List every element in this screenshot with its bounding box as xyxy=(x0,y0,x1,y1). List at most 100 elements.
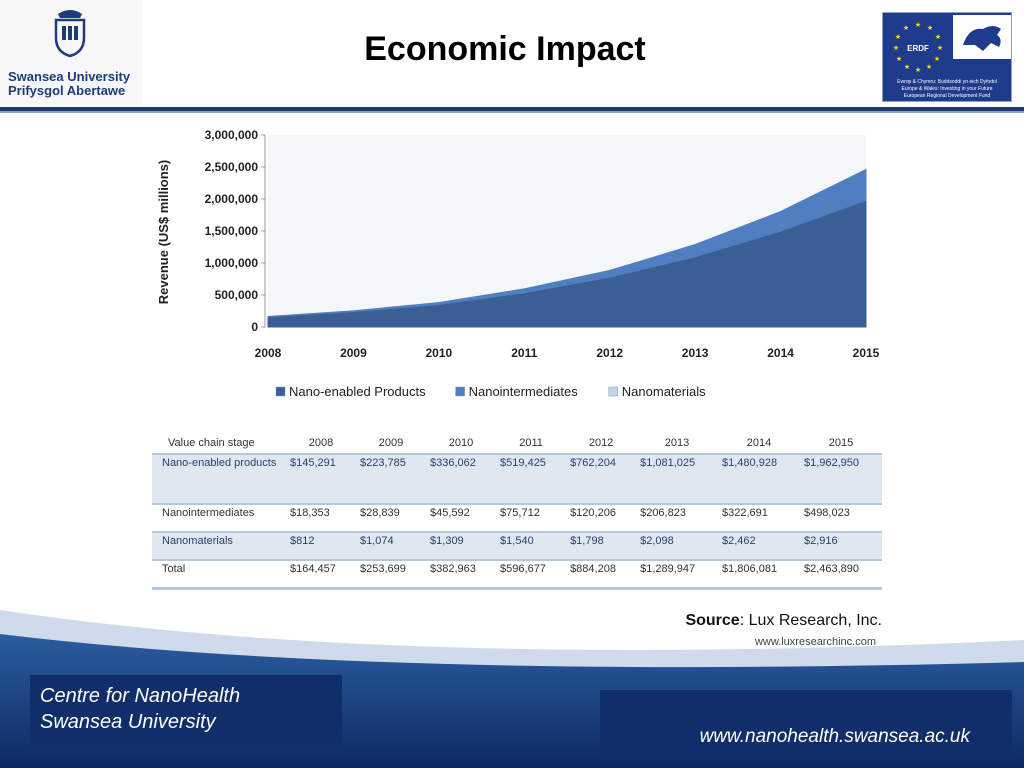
source-credit: Source: Lux Research, Inc. xyxy=(685,612,882,630)
table-cell: $2,463,890 xyxy=(799,559,882,590)
x-tick-label: 2008 xyxy=(255,346,282,360)
page-title: Economic Impact xyxy=(364,30,646,68)
x-tick-label: 2015 xyxy=(853,346,880,360)
table-cell: $28,839 xyxy=(360,507,400,519)
svg-text:★: ★ xyxy=(926,63,932,71)
table-header-year: 2015 xyxy=(799,432,882,455)
erdf-text-welsh: Ewrop & Chymru: Buddsoddi yn eich Dyfodo… xyxy=(897,79,997,85)
table-cell: $1,962,950 xyxy=(799,453,882,505)
table-cell: $1,289,947 xyxy=(636,559,719,590)
legend-label: Nanointermediates xyxy=(469,384,579,399)
table-row-total: Total $164,457 $253,699 $382,963 $596,67… xyxy=(152,559,882,590)
table-header-year: 2012 xyxy=(566,432,637,455)
svg-text:★: ★ xyxy=(927,24,933,32)
legend-swatch xyxy=(275,386,286,397)
table-cell: $18,353 xyxy=(290,507,330,519)
source-url[interactable]: www.luxresearchinc.com xyxy=(754,636,876,648)
svg-text:★: ★ xyxy=(915,66,921,74)
table-cell: $762,204 xyxy=(566,453,637,505)
svg-text:★: ★ xyxy=(937,44,943,52)
svg-text:★: ★ xyxy=(935,33,941,41)
eu-flag-icon: ★ ★★ ★★★ ★★★ ★★★ ERDF xyxy=(887,17,949,77)
table-cell: $206,823 xyxy=(640,507,686,519)
table-cell: $253,699 xyxy=(356,559,427,590)
table-cell: $812 xyxy=(286,531,357,561)
svg-text:★: ★ xyxy=(896,55,902,63)
x-tick-label: 2012 xyxy=(596,346,623,360)
table-header-year: 2008 xyxy=(286,432,357,455)
source-text: : Lux Research, Inc. xyxy=(739,612,882,629)
table-header-year: 2013 xyxy=(636,432,719,455)
footer-url-box: www.nanohealth.swansea.ac.uk xyxy=(600,690,1012,756)
svg-text:★: ★ xyxy=(895,33,901,41)
y-tick-label: 500,000 xyxy=(215,288,259,302)
y-tick-label: 2,500,000 xyxy=(205,160,259,174)
y-axis-ticks: 0 500,000 1,000,000 1,500,000 2,000,000 2,500… xyxy=(205,128,265,334)
legend-label: Nanomaterials xyxy=(622,384,706,399)
table-row: Nanointermediates $18,353 $28,839 $45,59… xyxy=(152,504,882,532)
table-cell: $498,023 xyxy=(803,507,850,519)
source-label: Source xyxy=(685,612,740,629)
university-logo: Swansea University Prifysgol Abertawe xyxy=(0,0,142,104)
table-header-year: 2010 xyxy=(426,432,497,455)
table-cell: $2,098 xyxy=(636,531,719,561)
table-header-stage: Value chain stage xyxy=(152,432,286,455)
area-series-nano-enabled-products xyxy=(267,200,867,328)
table-header-year: 2011 xyxy=(496,432,567,455)
table-cell: $75,712 xyxy=(500,507,540,519)
x-tick-label: 2011 xyxy=(511,346,537,360)
row-label: Nanomaterials xyxy=(152,531,286,561)
erdf-text-english: Europe & Wales: Investing in your Future xyxy=(901,86,993,92)
table-cell: $1,309 xyxy=(426,531,497,561)
row-label: Nano-enabled products xyxy=(152,453,286,505)
header-rule-light xyxy=(0,111,1024,113)
table-cell: $884,208 xyxy=(566,559,637,590)
svg-text:★: ★ xyxy=(903,24,909,32)
university-name: Swansea University xyxy=(8,69,131,84)
welsh-dragon-icon xyxy=(953,15,1011,59)
legend-swatch xyxy=(608,386,619,397)
y-tick-label: 1,500,000 xyxy=(205,224,259,238)
erdf-text-fund: European Regional Development Fund xyxy=(903,93,991,99)
header-rule xyxy=(0,107,1024,111)
y-tick-label: 1,000,000 xyxy=(205,256,259,270)
table-header-year: 2009 xyxy=(356,432,427,455)
table-cell: $1,798 xyxy=(566,531,637,561)
crest-icon xyxy=(54,10,86,58)
legend-swatch xyxy=(455,386,465,397)
svg-text:★: ★ xyxy=(934,55,940,63)
y-tick-label: 0 xyxy=(251,320,258,334)
table-cell: $223,785 xyxy=(356,453,427,505)
x-tick-label: 2014 xyxy=(767,346,794,360)
chart-areas xyxy=(267,168,867,328)
table-row: Nano-enabled products $145,291 $223,785 … xyxy=(152,453,882,505)
table-cell: $145,291 xyxy=(286,453,357,505)
y-tick-label: 2,000,000 xyxy=(205,192,259,206)
y-tick-label: 3,000,000 xyxy=(205,128,259,142)
table-cell: $2,916 xyxy=(799,531,882,561)
row-label: Nanointermediates xyxy=(162,507,255,519)
table-cell: $45,592 xyxy=(430,507,470,519)
erdf-label: ERDF xyxy=(907,44,929,53)
footer-centre-name: Centre for NanoHealth xyxy=(40,685,241,707)
table-cell: $164,457 xyxy=(286,559,357,590)
table-cell: $519,425 xyxy=(496,453,567,505)
table-cell: $1,074 xyxy=(356,531,427,561)
chart-legend: Nano-enabled Products Nanointermediates Na… xyxy=(275,384,706,399)
row-label: Total xyxy=(152,559,286,590)
x-tick-label: 2010 xyxy=(426,346,453,360)
table-header-row: Value chain stage 2008 2009 2010 2011 20… xyxy=(152,432,882,455)
footer-centre-box: Centre for NanoHealth Swansea University xyxy=(30,675,342,745)
table-cell: $1,540 xyxy=(496,531,567,561)
svg-text:★: ★ xyxy=(893,44,899,52)
revenue-table: Value chain stage 2008 2009 2010 2011 20… xyxy=(152,432,882,590)
university-name-welsh: Prifysgol Abertawe xyxy=(8,83,126,98)
table-cell: $596,677 xyxy=(496,559,567,590)
table-row: Nanomaterials $812 $1,074 $1,309 $1,540 … xyxy=(152,531,882,561)
x-axis-ticks: 2008 2009 2010 2011 2012 2013 2014 2015 xyxy=(255,346,880,360)
table-cell: $322,691 xyxy=(722,507,768,519)
footer-website-link[interactable]: www.nanohealth.swansea.ac.uk xyxy=(699,726,970,747)
table-cell: $1,081,025 xyxy=(636,453,719,505)
legend-label: Nano-enabled Products xyxy=(289,384,426,399)
